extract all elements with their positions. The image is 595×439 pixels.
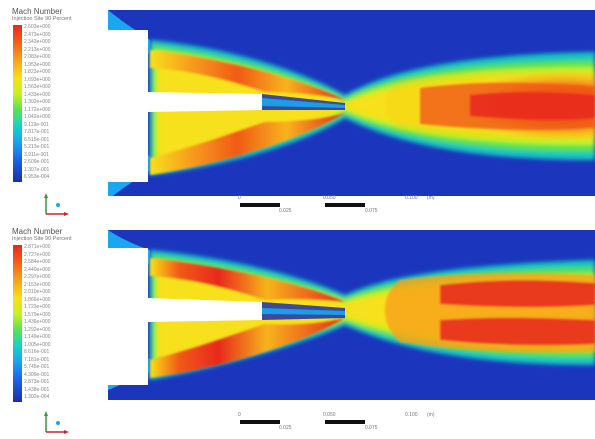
legend-tick: 1.438e-001 (24, 386, 50, 393)
legend-tick: 1.693e+000 (24, 76, 51, 83)
legend-tick: 1.563e+000 (24, 84, 51, 90)
scale-label: 0.075 (365, 208, 378, 214)
scale-label: 0.100 (405, 412, 418, 418)
legend-tick: 1.723e+000 (24, 304, 51, 310)
legend-tick: 2.297e+000 (24, 274, 51, 280)
scale-label: 0.025 (279, 425, 292, 431)
legend-tick: 2.603e+000 (24, 24, 51, 30)
legend-tick: 1.302e+000 (24, 99, 51, 105)
legend-tick: 4.309e-001 (24, 371, 50, 378)
legend-subtitle: Injection Site 90 Percent (12, 236, 72, 242)
scale-label: 0.100 (405, 195, 418, 201)
scale-bar: 0 0.050 0.100 (m) 0.025 0.075 (235, 195, 470, 215)
legend-tick: 5.213e-001 (24, 144, 50, 150)
scale-label: 0.075 (365, 425, 378, 431)
legend-tick: 9.119e-001 (24, 121, 49, 128)
legend-tick: 6.515e-001 (24, 136, 50, 143)
legend-tick: 2.440e+000 (24, 266, 51, 273)
legend-tick: 2.871e+000 (24, 244, 51, 250)
scale-segment (240, 420, 280, 424)
colorbar (13, 245, 22, 402)
legend-tick: 1.433e+000 (24, 91, 51, 98)
legend-tick: 8.616e-001 (24, 349, 50, 355)
legend-tick: 2.609e-001 (24, 159, 50, 165)
colorbar (13, 25, 22, 182)
legend-tick: 7.181e-001 (24, 356, 50, 363)
scale-label: 0 (238, 412, 241, 418)
legend-ticks: 2.603e+000 2.473e+000 2.343e+000 2.213e+… (24, 25, 84, 182)
mach-contour-field (0, 220, 595, 439)
legend-tick: 1.866e+000 (24, 296, 51, 303)
legend-tick: 1.302e-004 (24, 394, 50, 400)
axis-triad-icon (44, 193, 69, 216)
legend-tick: 2.153e+000 (24, 281, 51, 288)
scale-label: 0 (238, 195, 241, 201)
axis-triad-icon (44, 411, 69, 434)
scale-segment (325, 420, 365, 424)
legend-tick: 2.010e+000 (24, 289, 51, 295)
legend-tick: 7.817e-001 (24, 129, 50, 135)
legend-tick: 1.292e+000 (24, 326, 51, 333)
scale-segment (325, 203, 365, 207)
legend-tick: 1.436e+000 (24, 319, 51, 325)
legend-tick: 1.005e+000 (24, 341, 51, 348)
legend-tick: 1.172e+000 (24, 106, 51, 113)
contour-panel-top: Mach Number Injection Site 90 Percent 2.… (0, 0, 595, 219)
color-legend: Mach Number Injection Site 90 Percent 2.… (12, 8, 92, 183)
scale-unit: (m) (427, 195, 435, 201)
legend-tick: 2.213e+000 (24, 46, 51, 53)
legend-tick: 1.307e-001 (24, 166, 50, 173)
legend-tick: 1.823e+000 (24, 69, 51, 75)
scale-label: 0.025 (279, 208, 292, 214)
legend-tick: 1.579e+000 (24, 311, 51, 318)
legend-tick: 3.911e-001 (24, 151, 49, 158)
legend-tick: 2.727e+000 (24, 251, 51, 258)
legend-tick: 1.953e+000 (24, 61, 51, 68)
scale-label: 0.050 (323, 412, 336, 418)
color-legend: Mach Number Injection Site 90 Percent 2.… (12, 228, 92, 403)
scale-unit: (m) (427, 412, 435, 418)
legend-tick: 2.873e-001 (24, 379, 50, 385)
legend-tick: 2.584e+000 (24, 259, 51, 265)
scale-bar: 0 0.050 0.100 (m) 0.025 0.075 (235, 412, 470, 432)
legend-subtitle: Injection Site 90 Percent (12, 16, 72, 22)
legend-tick: 2.083e+000 (24, 54, 51, 60)
legend-title: Mach Number (12, 7, 63, 16)
scale-label: 0.050 (323, 195, 336, 201)
contour-panel-bottom: Mach Number Injection Site 90 Percent 2.… (0, 220, 595, 439)
legend-tick: 1.149e+000 (24, 334, 51, 340)
legend-tick: 2.473e+000 (24, 31, 51, 38)
scale-segment (240, 203, 280, 207)
legend-tick: 2.343e+000 (24, 39, 51, 45)
legend-tick: 5.745e-001 (24, 364, 50, 370)
legend-tick: 1.042e+000 (24, 114, 51, 120)
legend-tick: 6.953e-004 (24, 174, 50, 180)
legend-title: Mach Number (12, 227, 63, 236)
legend-ticks: 2.871e+000 2.727e+000 2.584e+000 2.440e+… (24, 245, 84, 402)
